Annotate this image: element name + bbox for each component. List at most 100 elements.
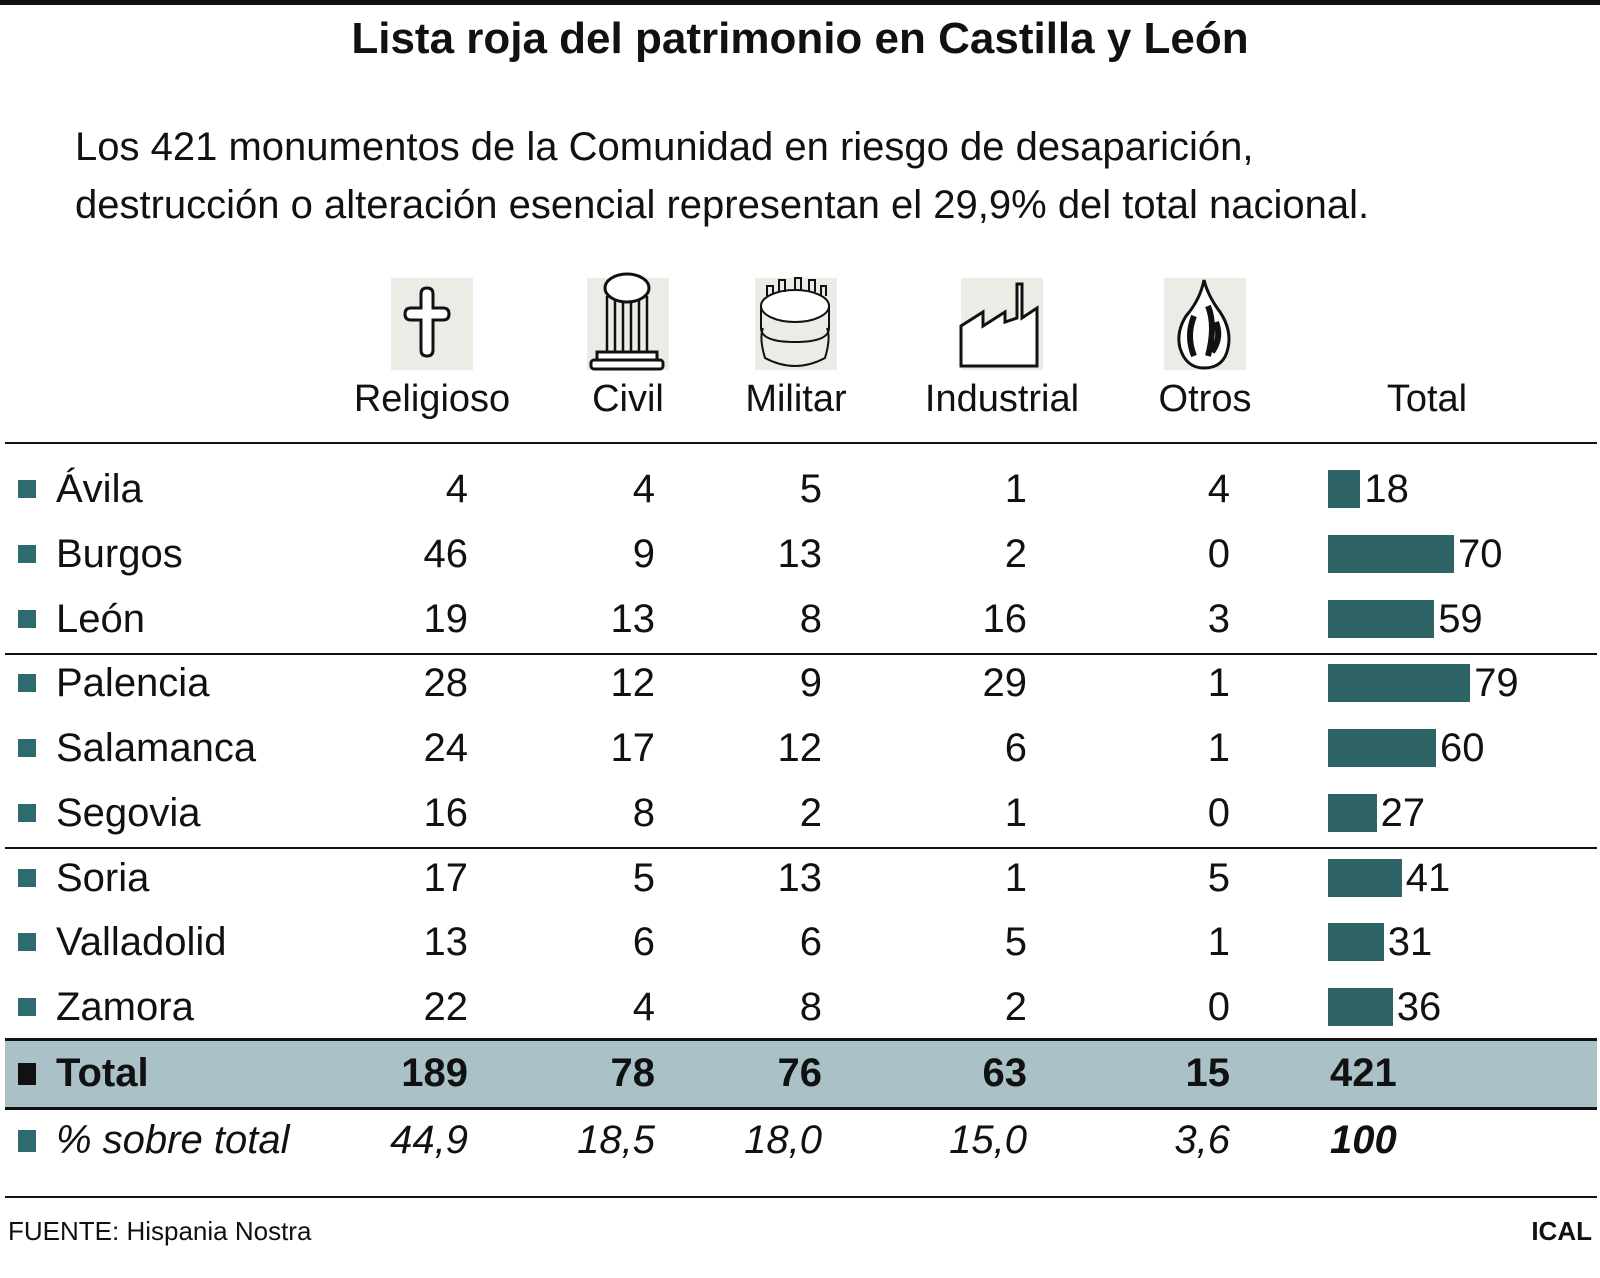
row-marker (18, 868, 36, 887)
total-bar (1328, 923, 1384, 962)
cell-value: 3,6 (1174, 1118, 1230, 1162)
cell-value: 6 (1004, 726, 1027, 770)
cell-value: 76 (777, 1051, 823, 1095)
chart-title: Lista roja del patrimonio en Castilla y … (351, 14, 1249, 63)
column-header: Total (1386, 378, 1468, 420)
cell-value: 4 (632, 467, 655, 511)
cell-value: 13 (777, 531, 823, 576)
cell-value: 44,9 (390, 1118, 468, 1162)
subtitle-line: destrucción o alteración esencial repres… (75, 183, 1370, 227)
row-label: León (56, 596, 145, 641)
factory-icon (959, 278, 1043, 370)
cell-value: 16 (982, 596, 1028, 641)
cell-value: 5 (1004, 920, 1027, 965)
total-bar (1328, 858, 1402, 897)
cell-value: 78 (610, 1051, 656, 1095)
cell-value: 63 (982, 1051, 1028, 1095)
total-value: 31 (1387, 920, 1433, 965)
total-row-band (5, 1040, 1597, 1108)
total-bar (1328, 534, 1454, 573)
cell-value: 28 (423, 661, 469, 706)
row-label: Segovia (56, 790, 201, 835)
row-marker (18, 674, 36, 693)
chart-subtitle: Los 421 monumentos de la Comunidad en ri… (75, 118, 1575, 234)
cell-value: 22 (423, 985, 469, 1029)
cell-value: 2 (1004, 985, 1027, 1029)
row-marker (18, 998, 36, 1016)
row-label: Salamanca (56, 726, 257, 770)
row-marker (18, 933, 36, 952)
row-marker (18, 803, 36, 822)
cell-value: 6 (632, 920, 655, 965)
cell-value: 3 (1207, 596, 1230, 641)
cell-value: 4 (445, 467, 468, 511)
cell-value: 24 (423, 726, 469, 770)
cell-value: 17 (423, 855, 469, 900)
cell-value: 13 (423, 920, 469, 965)
row-label: % sobre total (56, 1118, 290, 1162)
row-label: Ávila (56, 467, 143, 511)
row-label: Zamora (56, 985, 194, 1029)
total-bar (1328, 988, 1393, 1026)
cell-value: 0 (1207, 790, 1230, 835)
grand-total-value: 100 (1330, 1118, 1397, 1162)
total-bar (1328, 729, 1436, 767)
flame-icon (1164, 278, 1246, 370)
cell-value: 5 (1207, 855, 1230, 900)
total-bar (1328, 470, 1361, 508)
row-marker (18, 544, 36, 563)
total-value: 18 (1364, 467, 1409, 511)
cell-value: 0 (1207, 531, 1230, 576)
total-bar (1328, 664, 1471, 703)
cell-value: 2 (799, 790, 822, 835)
cell-value: 1 (1004, 467, 1027, 511)
row-marker (18, 480, 36, 498)
total-value: 70 (1458, 531, 1503, 576)
total-rule (5, 1107, 1597, 1110)
row-label: Valladolid (56, 920, 227, 965)
top-rule (0, 0, 1600, 5)
cell-value: 8 (799, 985, 822, 1029)
cell-value: 5 (799, 467, 822, 511)
cell-value: 29 (982, 661, 1028, 706)
cell-value: 1 (1207, 726, 1230, 770)
column-header: Religioso (353, 378, 511, 420)
header-rule (5, 442, 1597, 444)
cell-value: 4 (1207, 467, 1230, 511)
cell-value: 18,0 (744, 1118, 822, 1162)
subtitle-line: Los 421 monumentos de la Comunidad en ri… (75, 125, 1254, 169)
cell-value: 46 (423, 531, 469, 576)
cell-value: 18,5 (577, 1118, 655, 1162)
row-label: Palencia (56, 661, 210, 706)
total-bar (1328, 793, 1377, 832)
total-value: 41 (1405, 855, 1451, 900)
cell-value: 16 (423, 790, 469, 835)
row-marker (18, 1063, 36, 1085)
cell-value: 12 (777, 726, 823, 770)
cell-value: 0 (1207, 985, 1230, 1029)
cell-value: 9 (632, 531, 655, 576)
row-label: Soria (56, 855, 150, 900)
grand-total-value: 421 (1330, 1051, 1397, 1095)
cell-value: 1 (1004, 790, 1027, 835)
total-rule (5, 1038, 1597, 1041)
cell-value: 4 (632, 985, 655, 1029)
cell-value: 1 (1207, 661, 1230, 706)
total-value: 27 (1380, 790, 1426, 835)
cell-value: 8 (632, 790, 655, 835)
total-value: 59 (1438, 596, 1483, 641)
cell-value: 1 (1207, 920, 1230, 965)
source-note: FUENTE: Hispania Nostra (8, 1216, 312, 1246)
column-header: Militar (745, 378, 847, 420)
footer-rule (5, 1196, 1597, 1198)
tower-icon (755, 277, 837, 370)
cell-value: 13 (610, 596, 656, 641)
cell-value: 1 (1004, 855, 1027, 900)
cell-value: 9 (799, 661, 822, 706)
row-label: Total (56, 1051, 149, 1095)
agency-credit: ICAL (1531, 1216, 1592, 1246)
cell-value: 15 (1185, 1051, 1231, 1095)
row-marker (18, 739, 36, 757)
total-value: 36 (1396, 985, 1442, 1029)
group-rule (5, 653, 1597, 655)
